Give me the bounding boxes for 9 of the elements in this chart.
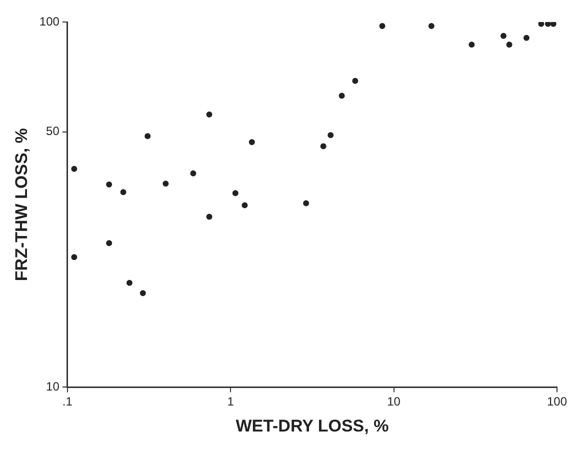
- y-tick-label: 10: [46, 380, 60, 394]
- x-axis-title: WET-DRY LOSS, %: [236, 416, 389, 436]
- x-tick-label: .1: [62, 394, 73, 409]
- x-tick-label: 10: [387, 394, 401, 409]
- y-tick-label: 50: [46, 124, 60, 138]
- y-tick-label: 100: [39, 14, 60, 28]
- x-tick-label: 100: [546, 394, 568, 409]
- x-tick-label: 1: [227, 394, 234, 409]
- y-axis-title: FRZ-THW LOSS, %: [12, 128, 31, 282]
